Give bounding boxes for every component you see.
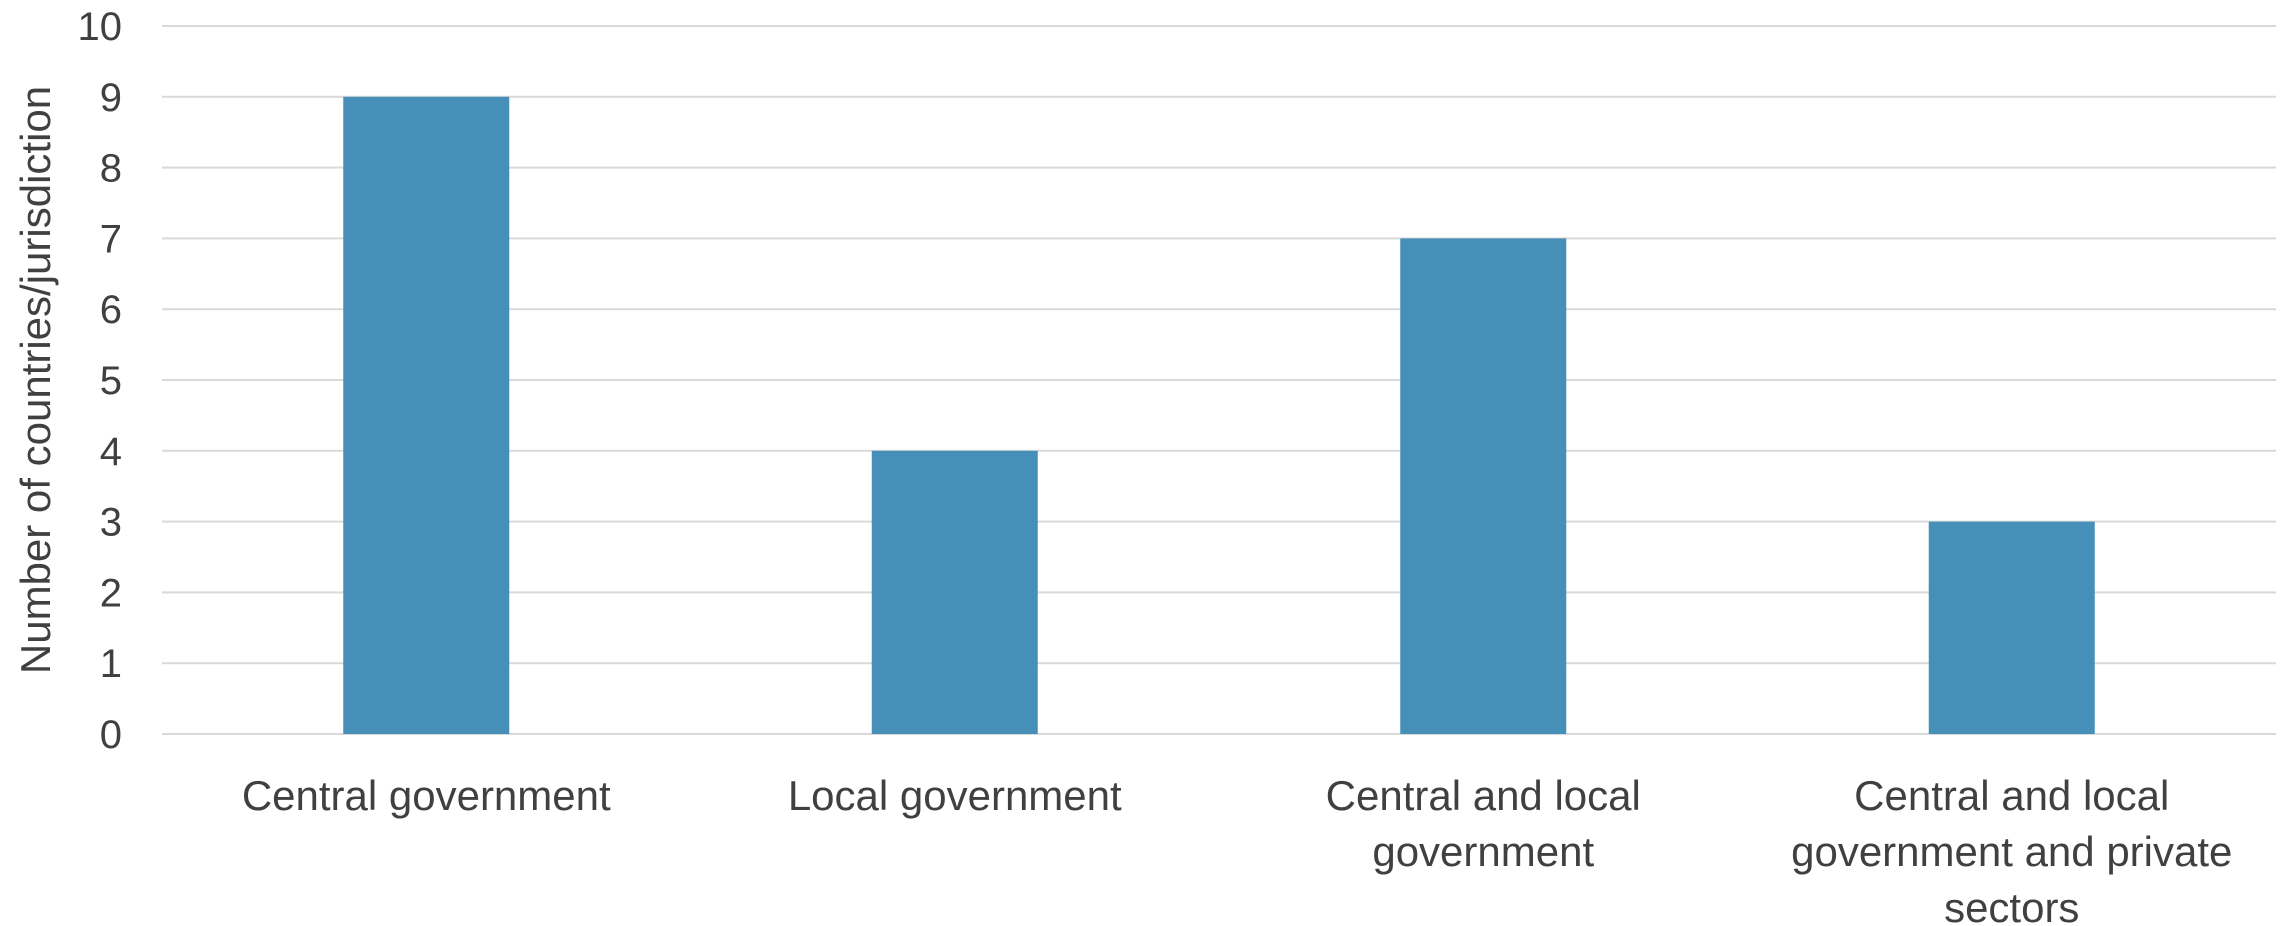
y-tick-label: 3 <box>100 501 122 545</box>
x-category-label-line: Central and local <box>1854 772 2169 819</box>
y-axis-tick-labels: 0 1 2 3 4 5 6 7 8 9 10 <box>78 5 123 757</box>
x-category-label: Local government <box>788 772 1122 819</box>
x-category-label-line: Central government <box>242 772 611 819</box>
x-category-label: Central and local government and private s… <box>1791 772 2232 926</box>
x-category-label: Central government <box>242 772 611 819</box>
gridlines <box>162 25 2276 735</box>
bar <box>871 450 1038 734</box>
x-axis-category-labels: Central government Local government Centra… <box>242 772 2233 926</box>
x-category-label-line: sectors <box>1944 884 2079 926</box>
x-category-label-line: government <box>1372 828 1594 875</box>
bar <box>1928 521 2095 734</box>
x-category-label-line: government and private <box>1791 828 2232 875</box>
bar <box>1400 238 1567 734</box>
y-tick-label: 8 <box>100 147 122 191</box>
y-tick-label: 0 <box>100 713 122 757</box>
y-tick-label: 9 <box>100 76 122 120</box>
x-category-label-line: Local government <box>788 772 1122 819</box>
y-tick-label: 7 <box>100 217 122 261</box>
y-tick-label: 4 <box>100 430 122 474</box>
y-tick-label: 5 <box>100 359 122 403</box>
x-category-label: Central and local government <box>1326 772 1641 875</box>
y-tick-label: 6 <box>100 288 122 332</box>
bars <box>343 96 2095 735</box>
x-category-label-line: Central and local <box>1326 772 1641 819</box>
bar <box>343 96 510 735</box>
y-tick-label: 2 <box>100 571 122 615</box>
y-tick-label: 1 <box>100 642 122 686</box>
y-axis-title: Number of countries/jurisdiction <box>12 86 59 674</box>
y-tick-label: 10 <box>78 5 123 49</box>
